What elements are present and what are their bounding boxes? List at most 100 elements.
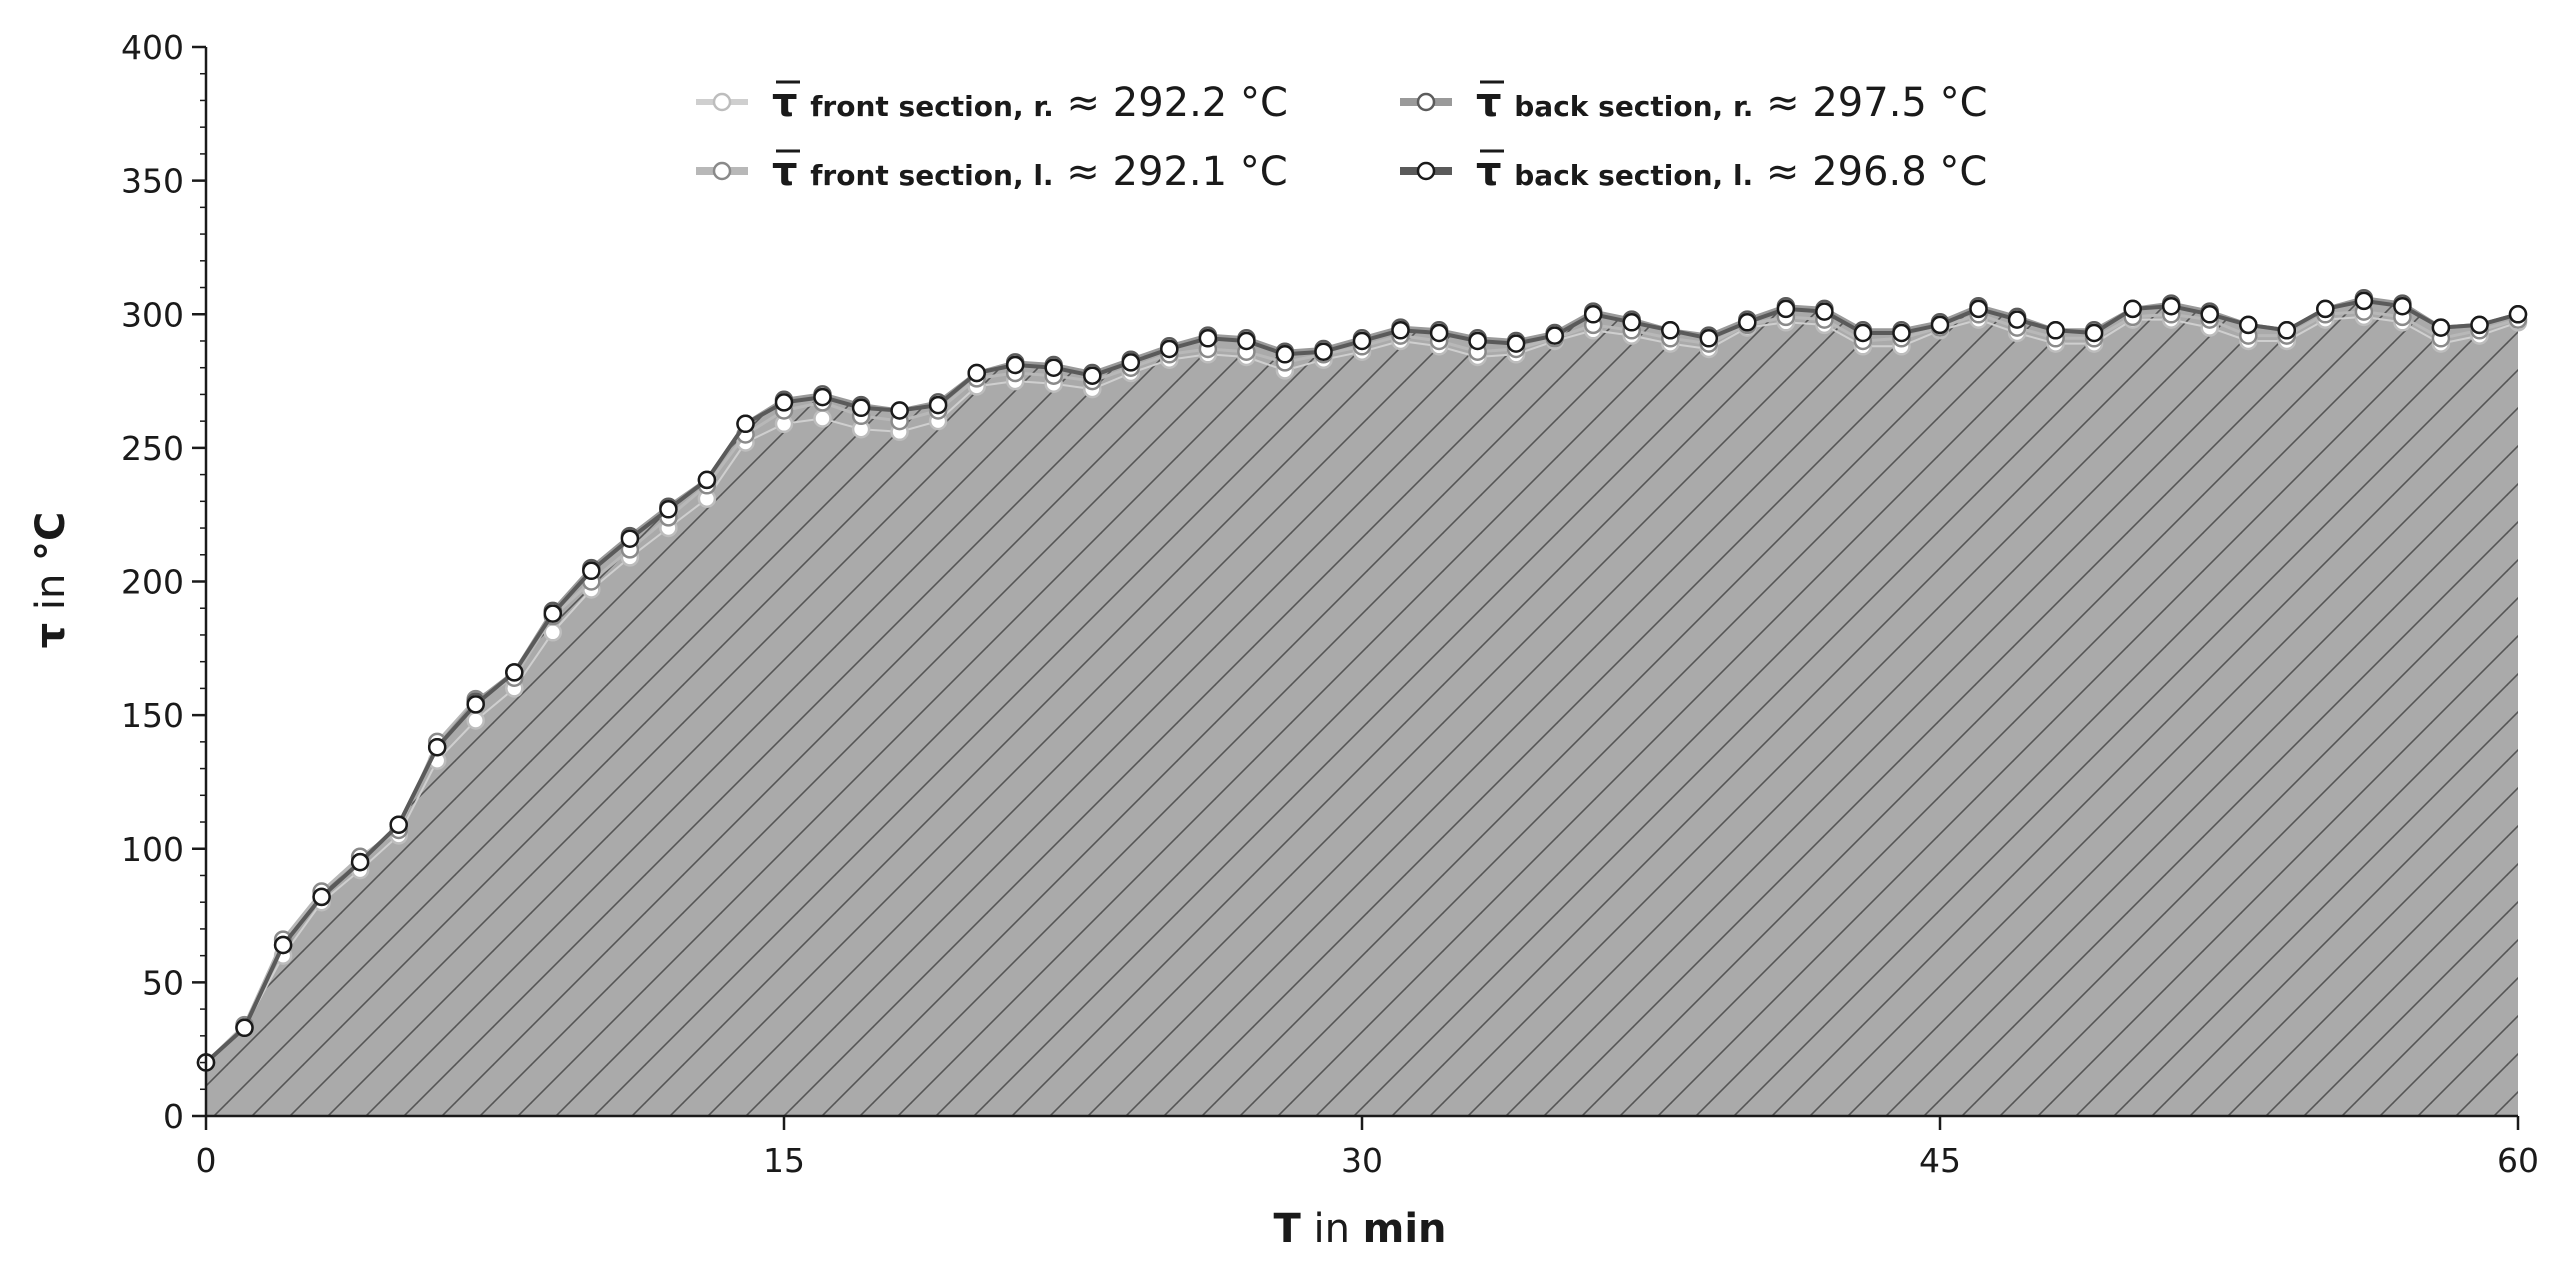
data-point-back-left (1314, 342, 1333, 361)
data-point-back-left (1121, 353, 1141, 372)
legend-entry-back-left: τ back section, l. ≈ 296.8 °C (1400, 149, 1987, 195)
data-point-back-left (1699, 329, 1719, 348)
data-point-back-left (851, 398, 871, 418)
data-point-back-left (427, 737, 447, 757)
data-point-back-left (2161, 296, 2181, 316)
data-point-back-left (1583, 305, 1603, 324)
area-fill-layer (206, 298, 2518, 1116)
data-point-back-left (1969, 299, 1988, 319)
y-tick-label: 350 (121, 162, 184, 201)
svg-text:τ front section, r.: τ front section, r. ≈ 292.2 °C (772, 80, 1288, 126)
data-point-back-left (312, 887, 331, 907)
legend-symbol-back-right: τ (1476, 80, 1502, 126)
svg-text:τ back section, l.: τ back section, l. ≈ 296.8 °C (1476, 149, 1987, 195)
legend-value-front-right: ≈ 292.2 °C (1067, 80, 1288, 126)
x-axis-symbol: T (1273, 1206, 1301, 1252)
data-point-back-left (1352, 331, 1372, 351)
y-tick-label: 300 (121, 295, 184, 334)
data-point-back-left (2354, 291, 2374, 311)
data-point-back-left (389, 815, 408, 834)
y-tick-label: 200 (121, 563, 184, 602)
data-point-back-left (1198, 329, 1218, 348)
legend-sub-back-right: back section, r. (1514, 90, 1753, 123)
data-point-back-left (1468, 331, 1487, 351)
data-point-back-left (928, 395, 948, 415)
y-axis-symbol: τ (28, 623, 74, 649)
data-point-back-left (967, 363, 986, 383)
data-point-back-left (1738, 313, 1757, 332)
data-point-back-left (2084, 323, 2104, 343)
data-point-back-left (466, 695, 485, 714)
data-point-back-left (2046, 321, 2065, 340)
y-tick-label: 400 (121, 28, 184, 67)
data-point-back-left (543, 604, 563, 623)
data-point-back-left (890, 401, 909, 420)
data-point-back-left (1892, 323, 1911, 343)
y-tick-label: 250 (121, 429, 184, 468)
data-point-back-left (1661, 321, 1680, 340)
data-point-back-left (1853, 323, 1873, 343)
legend-marker-front-right (712, 92, 732, 112)
legend-entry-front-left: τ front section, l. ≈ 292.1 °C (696, 149, 1288, 195)
data-point-back-left (1005, 355, 1025, 375)
data-point-back-left (2123, 299, 2142, 319)
data-point-back-left (1044, 358, 1063, 377)
data-point-back-left (2239, 315, 2258, 335)
legend: τ front section, r. ≈ 292.2 °C τ front s… (696, 80, 1988, 195)
series-back-left (196, 291, 2528, 1072)
legend-symbol-front-left: τ (772, 149, 798, 195)
data-point-back-left (1391, 321, 1410, 340)
data-point-back-left (1506, 334, 1526, 353)
x-tick-label: 15 (763, 1141, 805, 1180)
y-tick-label: 50 (142, 963, 184, 1002)
svg-text:τ front section, l.: τ front section, l. ≈ 292.1 °C (772, 149, 1288, 195)
data-point-back-left (1815, 302, 1834, 321)
y-tick-label: 100 (121, 830, 184, 869)
legend-marker-front-left (712, 161, 732, 181)
series-layer (196, 288, 2528, 1072)
legend-value-back-left: ≈ 296.8 °C (1766, 149, 1987, 195)
data-point-back-left (2470, 315, 2489, 335)
data-point-front-right (813, 409, 832, 428)
svg-text:τ back section, r.: τ back section, r. ≈ 297.5 °C (1476, 80, 1988, 126)
data-point-back-left (813, 387, 832, 407)
y-axis-middle: in (28, 561, 74, 623)
legend-sub-front-left: front section, l. (810, 159, 1053, 192)
legend-marker-back-left (1416, 161, 1436, 181)
data-point-back-left (235, 1018, 254, 1038)
data-point-back-left (1930, 315, 1950, 335)
y-tick-label: 0 (163, 1097, 184, 1136)
x-tick-label: 45 (1919, 1141, 1961, 1180)
x-tick-label: 30 (1341, 1141, 1383, 1180)
data-point-back-left (1429, 323, 1449, 343)
data-point-back-left (582, 561, 601, 581)
legend-entry-back-right: τ back section, r. ≈ 297.5 °C (1400, 80, 1988, 126)
data-point-back-left (659, 500, 678, 519)
data-point-back-left (350, 852, 370, 872)
data-point-back-left (1083, 366, 1102, 385)
legend-entry-front-right: τ front section, r. ≈ 292.2 °C (696, 80, 1288, 126)
data-point-front-right (466, 711, 485, 730)
data-point-back-left (1237, 331, 1256, 351)
x-axis-title: T in min (1273, 1206, 1446, 1252)
hatched-area (206, 298, 2518, 1116)
x-tick-label: 60 (2497, 1141, 2539, 1180)
data-point-back-left (620, 529, 640, 548)
data-point-back-left (2431, 318, 2451, 337)
data-point-back-left (1622, 313, 1641, 332)
data-point-back-left (1545, 326, 1564, 345)
legend-sub-front-right: front section, r. (810, 90, 1054, 123)
legend-marker-back-right (1416, 92, 1436, 112)
legend-sub-back-left: back section, l. (1514, 159, 1753, 192)
legend-value-front-left: ≈ 292.1 °C (1066, 149, 1287, 195)
data-point-back-left (1776, 299, 1796, 319)
legend-symbol-back-left: τ (1476, 149, 1502, 195)
legend-symbol-front-right: τ (772, 80, 798, 126)
data-point-back-left (1275, 345, 1295, 364)
x-axis-unit: min (1363, 1206, 1447, 1252)
data-point-back-left (2200, 305, 2219, 324)
x-axis-middle: in (1301, 1206, 1363, 1252)
data-point-back-left (273, 935, 293, 955)
y-tick-label: 150 (121, 696, 184, 735)
